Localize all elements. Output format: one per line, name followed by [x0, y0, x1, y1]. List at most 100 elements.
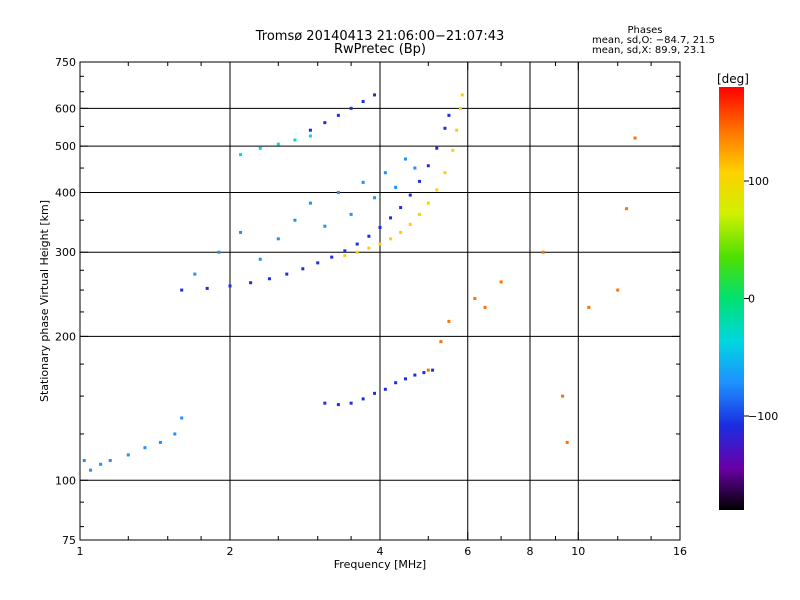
plot-area: 1 2 4 6 8 10 16 75 100 200 300 400 500 600 750	[55, 56, 687, 558]
phase-colorbar: [deg] 100 0 −100	[717, 72, 778, 510]
x-tick-label: 6	[464, 545, 471, 558]
y-tick-label: 750	[55, 56, 76, 69]
chart-subtitle: RwPretec (Bp)	[334, 42, 426, 57]
data-point	[367, 246, 371, 250]
data-point	[435, 188, 439, 192]
data-point	[451, 148, 455, 152]
data-point	[308, 201, 312, 205]
data-point	[413, 166, 417, 170]
x-tick-label: 10	[571, 545, 585, 558]
phase-legend: Phases mean, sd,O: −84.7, 21.5 mean, sd,…	[592, 25, 715, 56]
data-point	[285, 272, 289, 276]
data-point	[561, 394, 565, 398]
data-point	[389, 237, 393, 241]
grid	[80, 62, 680, 540]
data-point	[373, 93, 377, 97]
colorbar-ticks: 100 0 −100	[744, 175, 778, 423]
data-point	[205, 286, 209, 290]
x-tick-label: 1	[77, 545, 84, 558]
data-point	[293, 218, 297, 222]
data-point	[394, 381, 398, 385]
data-point	[239, 153, 243, 157]
data-point	[378, 225, 382, 229]
data-point	[565, 440, 569, 444]
data-point	[258, 257, 262, 261]
data-point	[293, 138, 297, 142]
chart-title: Tromsø 20140413 21:06:00−21:07:43	[255, 29, 505, 44]
legend-line-x: mean, sd,X: 89.9, 23.1	[592, 45, 706, 56]
data-point	[349, 106, 353, 110]
data-point	[316, 261, 320, 265]
data-point	[308, 134, 312, 138]
data-point	[217, 250, 221, 254]
y-tick-label: 300	[55, 246, 76, 259]
y-tick-label: 75	[62, 534, 76, 547]
data-point	[126, 453, 130, 457]
data-point	[383, 171, 387, 175]
data-point	[399, 230, 403, 234]
scatter-points	[82, 93, 637, 472]
data-point	[336, 190, 340, 194]
data-point	[323, 121, 327, 125]
data-point	[343, 254, 347, 258]
data-point	[249, 281, 253, 285]
data-point	[82, 458, 86, 462]
data-point	[408, 193, 412, 197]
data-point	[361, 180, 365, 184]
y-tick-label: 600	[55, 102, 76, 115]
x-tick-label: 2	[227, 545, 234, 558]
data-point	[499, 280, 503, 284]
data-point	[443, 171, 447, 175]
title-block: Tromsø 20140413 21:06:00−21:07:43 RwPret…	[255, 29, 505, 57]
data-point	[383, 387, 387, 391]
data-point	[373, 391, 377, 395]
data-point	[417, 212, 421, 216]
y-axis-label: Stationary phase Virtual Height [km]	[38, 200, 51, 402]
axis-ticks: 1 2 4 6 8 10 16 75 100 200 300 400 500 600 750	[55, 56, 687, 558]
data-point	[89, 468, 93, 472]
data-point	[443, 126, 447, 130]
colorbar-tick-label: 100	[748, 175, 769, 188]
data-point	[336, 113, 340, 117]
data-point	[426, 164, 430, 168]
data-point	[455, 128, 459, 132]
data-point	[389, 216, 393, 220]
data-point	[460, 93, 464, 97]
data-point	[343, 249, 347, 253]
data-point	[616, 288, 620, 292]
data-point	[355, 250, 359, 254]
data-point	[267, 277, 271, 281]
data-point	[276, 237, 280, 241]
data-point	[447, 113, 451, 117]
data-point	[323, 401, 327, 405]
data-point	[403, 157, 407, 161]
data-point	[323, 224, 327, 228]
data-point	[330, 255, 334, 259]
data-point	[180, 288, 184, 292]
data-point	[458, 106, 462, 110]
data-point	[108, 458, 112, 462]
data-point	[413, 373, 417, 377]
data-point	[158, 440, 162, 444]
data-point	[258, 146, 262, 150]
data-point	[355, 242, 359, 246]
data-point	[403, 377, 407, 381]
data-point	[143, 446, 147, 450]
x-tick-label: 4	[377, 545, 384, 558]
data-point	[239, 230, 243, 234]
colorbar-tick-label: −100	[748, 410, 778, 423]
data-point	[408, 222, 412, 226]
x-tick-label: 8	[527, 545, 534, 558]
data-point	[301, 267, 305, 271]
data-point	[173, 432, 177, 436]
data-point	[473, 297, 477, 301]
data-point	[308, 128, 312, 132]
data-point	[426, 368, 430, 372]
data-point	[373, 196, 377, 200]
data-point	[180, 416, 184, 420]
y-tick-label: 500	[55, 140, 76, 153]
y-tick-label: 400	[55, 186, 76, 199]
data-point	[633, 136, 637, 140]
data-point	[193, 272, 197, 276]
data-point	[367, 234, 371, 238]
